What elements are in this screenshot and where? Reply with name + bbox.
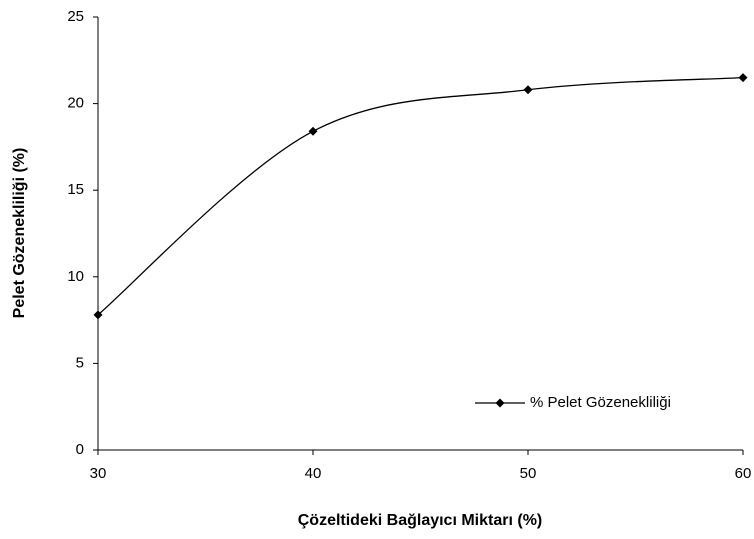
x-tick-label: 40 xyxy=(305,465,322,482)
x-tick-label: 60 xyxy=(735,465,752,482)
x-tick-label: 50 xyxy=(520,465,537,482)
y-tick-label: 5 xyxy=(76,354,84,371)
y-axis-title: Pelet Gözenekliliği (%) xyxy=(11,148,28,319)
legend-marker xyxy=(495,398,505,408)
y-tick-label: 10 xyxy=(67,268,84,285)
y-tick-label: 25 xyxy=(67,8,84,25)
x-axis-title: Çözeltideki Bağlayıcı Miktarı (%) xyxy=(298,512,543,529)
marker xyxy=(308,126,318,136)
y-tick-label: 20 xyxy=(67,95,84,112)
legend-label: % Pelet Gözenekliliği xyxy=(530,394,671,411)
marker xyxy=(738,73,748,83)
y-tick-label: 15 xyxy=(67,181,84,198)
marker xyxy=(523,85,533,95)
y-tick-label: 0 xyxy=(76,441,84,458)
x-tick-label: 30 xyxy=(90,465,107,482)
marker xyxy=(93,310,103,320)
line xyxy=(97,76,744,316)
